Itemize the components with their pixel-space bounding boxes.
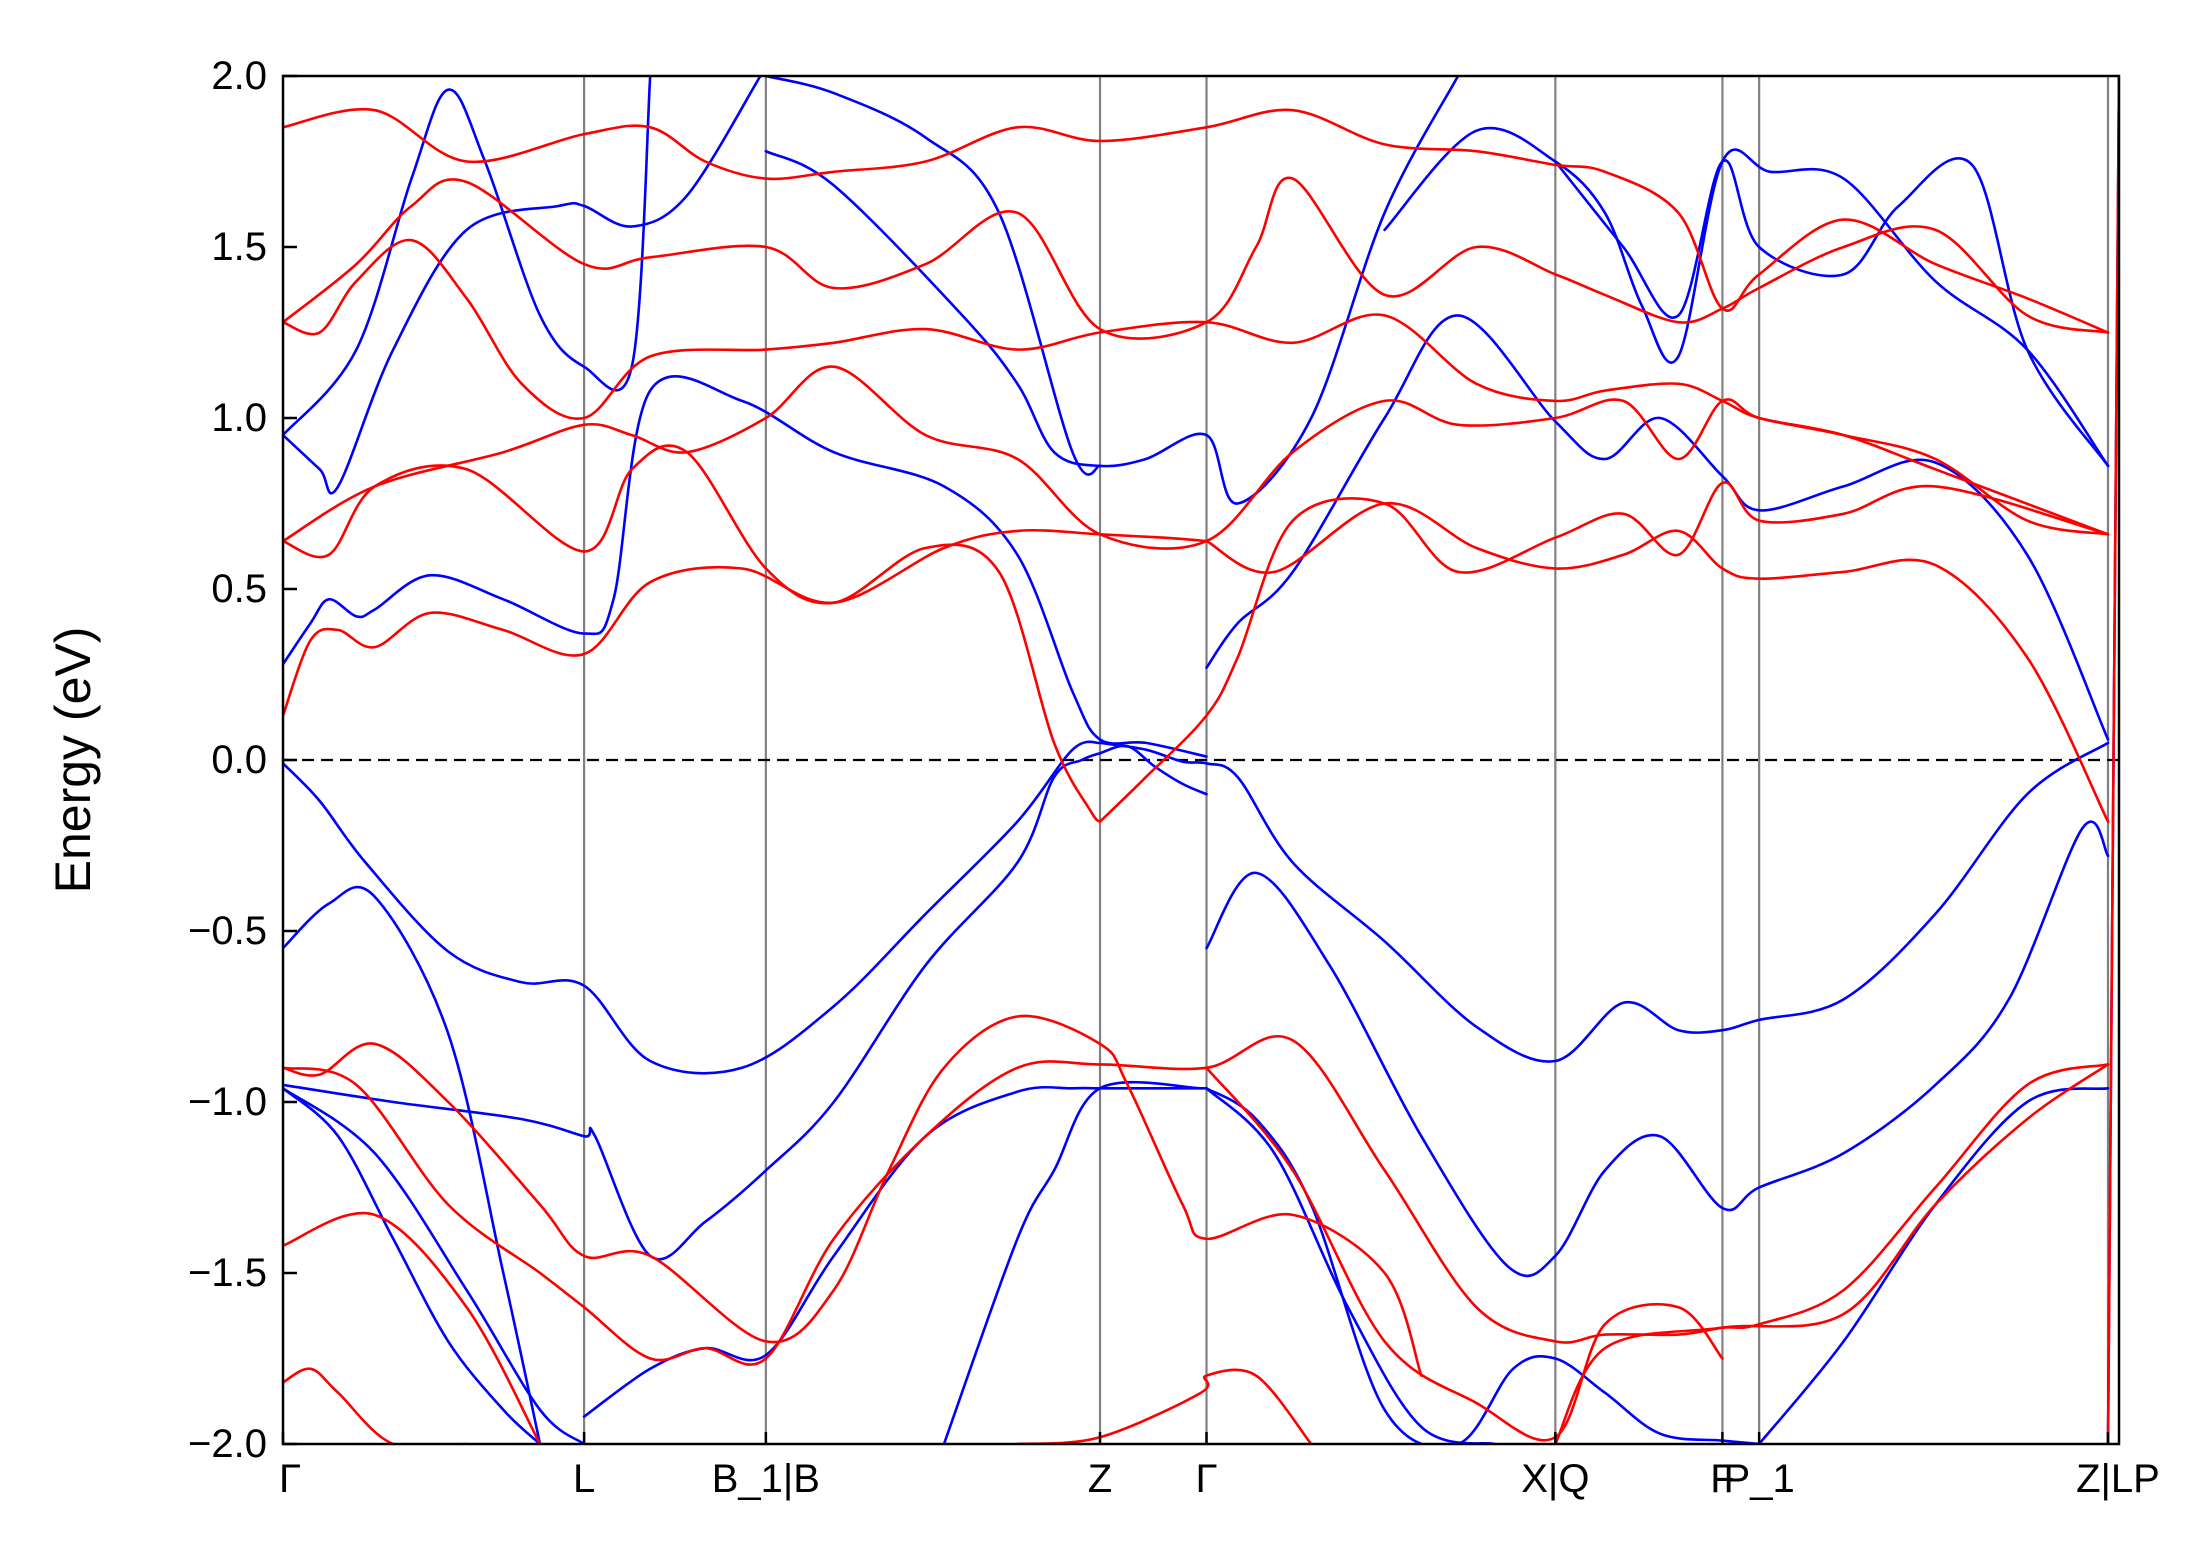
band-line-1 — [1098, 741, 2110, 1063]
y-tick-label-2: −1.0 — [188, 1080, 267, 1124]
band-line-12 — [283, 375, 1208, 758]
band-line-18 — [764, 76, 1102, 476]
band-line-34 — [1205, 1066, 1724, 1442]
x-tick-label-8: Z|LP — [2076, 1457, 2160, 1501]
band-line-32 — [283, 1367, 468, 1444]
band-line-27 — [283, 176, 2110, 340]
y-axis-title: Energy (eV) — [45, 627, 101, 894]
x-tick-label-4: Γ — [1195, 1457, 1217, 1501]
band-line-10 — [942, 1080, 1203, 1444]
y-tick-label-1: −1.5 — [188, 1251, 267, 1295]
y-tick-label-0: −2.0 — [188, 1422, 267, 1466]
x-tick-label-0: Γ — [279, 1457, 301, 1501]
band-line-13 — [1205, 314, 2110, 741]
band-line-19 — [1554, 156, 2110, 468]
y-tick-label-7: 1.5 — [211, 225, 267, 269]
band-line-11 — [1205, 1087, 1497, 1444]
band-line-6 — [283, 1087, 542, 1444]
band-line-35 — [1554, 1063, 2110, 1444]
x-tick-label-5: X|Q — [1521, 1457, 1589, 1501]
y-tick-label-4: 0.0 — [211, 738, 267, 782]
band-line-24 — [1098, 481, 2110, 823]
band-line-17 — [283, 76, 652, 437]
x-axis-ticks: Γ L B_1|B Z Γ X|Q FP_1 Z|LP — [279, 1432, 2160, 1501]
band-line-21 — [283, 528, 1208, 717]
x-tick-label-2: B_1|B — [712, 1457, 820, 1501]
band-line-29 — [283, 1014, 1423, 1377]
band-line-5 — [283, 1087, 586, 1444]
x-tick-label-6: F — [1710, 1457, 1734, 1501]
band-line-0 — [283, 740, 1102, 1075]
band-line-16 — [1383, 126, 2110, 468]
band-line-33 — [1016, 1368, 1313, 1444]
band-line-3 — [1205, 820, 2110, 1278]
band-line-31 — [283, 1211, 542, 1444]
y-axis-ticks: −2.0 −1.5 −1.0 −0.5 0.0 0.5 1.0 1.5 2.0 — [188, 54, 297, 1466]
x-tick-label-1: L — [573, 1457, 595, 1501]
y-tick-label-6: 1.0 — [211, 396, 267, 440]
x-tick-label-7: P_1 — [1724, 1457, 1795, 1501]
x-tick-label-3: Z — [1088, 1457, 1112, 1501]
band-series — [283, 76, 2119, 1444]
band-line-22 — [1205, 502, 2110, 823]
band-line-2 — [283, 744, 1208, 1261]
band-line-15 — [764, 76, 1460, 505]
band-line-14 — [283, 76, 762, 495]
band-line-4 — [283, 885, 542, 1444]
band-line-28 — [283, 107, 2110, 334]
y-tick-label-5: 0.5 — [211, 567, 267, 611]
band-line-23 — [283, 444, 1102, 823]
y-tick-label-8: 2.0 — [211, 54, 267, 98]
y-tick-label-3: −0.5 — [188, 909, 267, 953]
